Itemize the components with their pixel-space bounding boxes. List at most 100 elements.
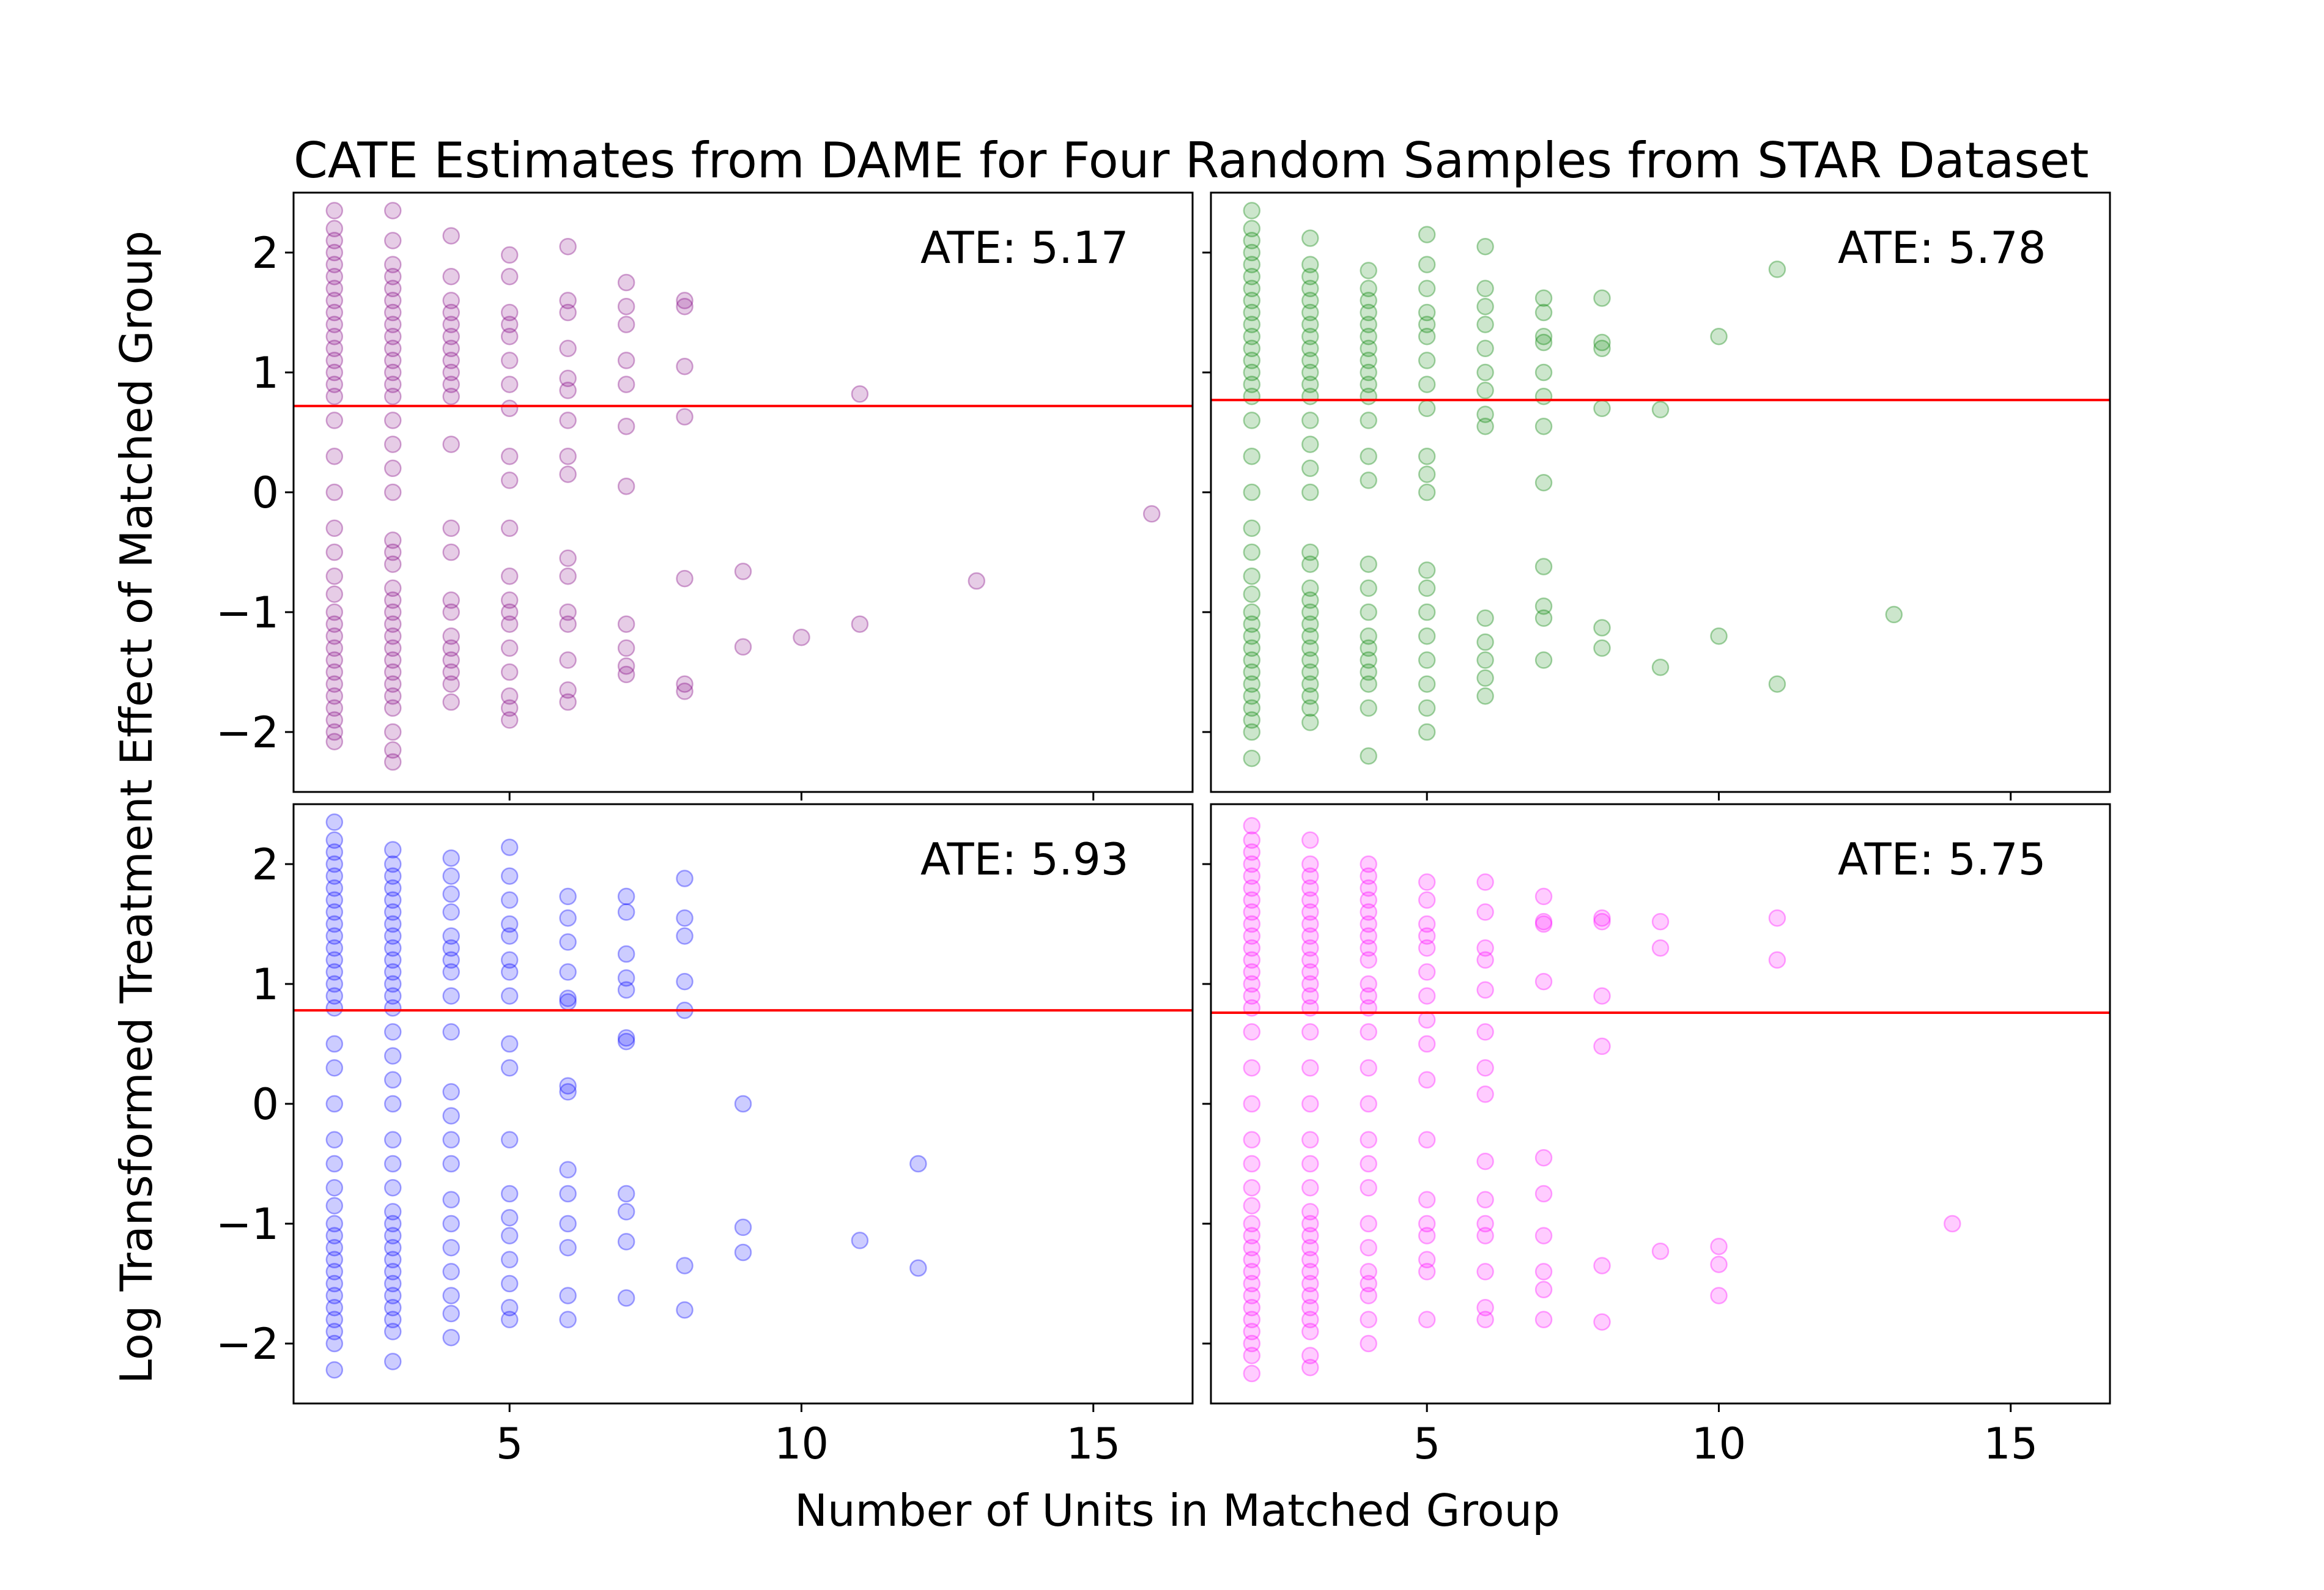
data-point xyxy=(1360,1287,1377,1304)
data-point xyxy=(1243,316,1261,333)
data-point xyxy=(1243,711,1261,729)
data-point xyxy=(1476,1059,1494,1077)
data-point xyxy=(559,615,577,633)
data-point xyxy=(1243,699,1261,717)
data-point xyxy=(500,1311,519,1329)
data-point xyxy=(500,1208,519,1227)
data-point xyxy=(500,663,519,681)
data-point xyxy=(325,352,344,369)
data-point xyxy=(500,951,519,969)
data-point xyxy=(1360,1311,1377,1329)
ate-annotation: ATE: 5.75 xyxy=(1838,834,2046,885)
data-point xyxy=(1534,1263,1553,1281)
data-point xyxy=(559,1185,577,1203)
data-point xyxy=(734,1243,752,1262)
data-point xyxy=(1768,951,1786,969)
data-point xyxy=(442,1083,460,1101)
data-point xyxy=(1360,987,1377,1005)
data-point xyxy=(1243,1059,1261,1077)
data-point xyxy=(1418,1131,1436,1149)
data-point xyxy=(1301,591,1319,609)
data-point xyxy=(384,1071,402,1089)
data-point xyxy=(1476,651,1494,669)
data-point xyxy=(325,375,344,393)
data-point xyxy=(1418,627,1436,645)
data-point xyxy=(1243,687,1261,705)
data-point xyxy=(1534,1311,1553,1329)
data-point xyxy=(1710,627,1728,645)
data-point xyxy=(325,733,344,750)
data-point xyxy=(1301,256,1319,273)
data-point xyxy=(500,267,519,286)
data-point xyxy=(559,1161,577,1179)
data-point xyxy=(1360,747,1377,765)
data-point xyxy=(1593,1037,1611,1056)
data-point xyxy=(1418,939,1436,957)
data-point xyxy=(1243,279,1261,298)
data-point xyxy=(325,987,344,1005)
data-point xyxy=(1301,459,1319,478)
data-point xyxy=(500,615,519,633)
data-point xyxy=(500,303,519,322)
data-point xyxy=(1360,352,1377,369)
data-point xyxy=(325,303,344,322)
scatter-series xyxy=(1243,202,1903,767)
data-point xyxy=(384,1155,402,1173)
data-point xyxy=(617,1185,635,1203)
data-point xyxy=(1534,887,1553,906)
data-point xyxy=(1651,939,1670,957)
data-point xyxy=(617,297,635,316)
data-point xyxy=(676,927,694,945)
data-point xyxy=(1243,663,1261,681)
data-point xyxy=(1418,1035,1436,1053)
data-point xyxy=(1418,352,1436,369)
data-point xyxy=(325,447,344,465)
data-point xyxy=(1301,714,1319,731)
data-point xyxy=(325,1197,344,1215)
data-point xyxy=(1593,289,1611,307)
data-point xyxy=(1301,435,1319,453)
data-point xyxy=(1418,399,1436,418)
data-point xyxy=(1418,465,1436,483)
data-point xyxy=(442,339,460,358)
data-point xyxy=(384,663,402,681)
data-point xyxy=(1418,891,1436,909)
data-point xyxy=(617,477,635,495)
data-point xyxy=(442,591,460,609)
data-point xyxy=(1301,939,1319,957)
data-point xyxy=(1534,474,1553,492)
data-point xyxy=(1360,627,1377,645)
data-point xyxy=(1418,675,1436,693)
data-point xyxy=(1243,1178,1261,1197)
data-point xyxy=(1360,262,1377,279)
data-point xyxy=(1593,333,1611,352)
data-point xyxy=(1418,1011,1436,1029)
data-point xyxy=(559,369,577,388)
data-point xyxy=(1243,1263,1261,1281)
data-point xyxy=(617,1032,635,1051)
panel-top-left: −2 −1 0 1 2 ATE: 5.17 xyxy=(216,191,1194,801)
scatter-series xyxy=(1243,817,1961,1383)
data-point xyxy=(1710,1287,1728,1304)
data-point xyxy=(676,909,694,927)
data-point xyxy=(1418,1263,1436,1281)
data-point xyxy=(559,339,577,358)
data-point xyxy=(1243,987,1261,1005)
data-point xyxy=(1593,619,1611,637)
data-point xyxy=(1476,1215,1494,1233)
data-point xyxy=(325,675,344,693)
data-point xyxy=(325,627,344,645)
data-point xyxy=(1476,939,1494,957)
data-point xyxy=(1243,292,1261,309)
data-point xyxy=(442,292,460,309)
data-point xyxy=(442,663,460,681)
data-point xyxy=(1301,1059,1319,1077)
data-point xyxy=(325,232,344,250)
data-point xyxy=(325,1095,344,1113)
data-point xyxy=(1476,1191,1494,1209)
data-point xyxy=(559,237,577,256)
data-point xyxy=(384,1131,402,1149)
data-point xyxy=(734,1095,752,1113)
data-point xyxy=(1476,382,1494,399)
data-point xyxy=(559,693,577,711)
